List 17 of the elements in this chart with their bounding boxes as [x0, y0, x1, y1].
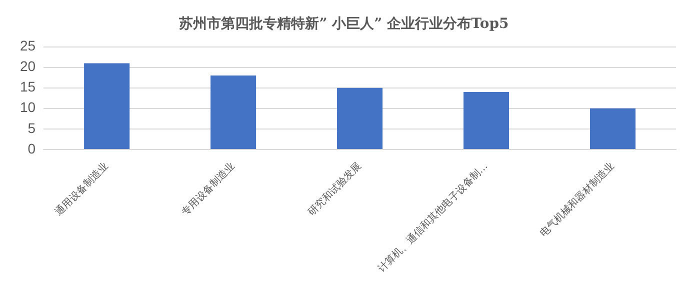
y-tick-label: 25 [20, 38, 36, 54]
x-tick-label: 计算机、通信和其他电子设备制… [376, 160, 490, 275]
bar [210, 76, 256, 149]
x-tick-label: 电气机械和器材制造业 [538, 160, 617, 240]
x-tick-label: 专用设备制造业 [179, 160, 238, 218]
x-tick-label: 研究和试验发展 [306, 160, 364, 218]
x-tick-label: 通用设备制造业 [52, 160, 111, 218]
bar [464, 92, 510, 149]
y-tick-label: 5 [28, 120, 36, 136]
bar [84, 63, 130, 149]
y-tick-label: 10 [20, 99, 36, 116]
bar [590, 108, 636, 149]
y-tick-label: 20 [20, 58, 36, 74]
bar [337, 88, 383, 149]
y-tick-label: 15 [20, 78, 36, 95]
chart-title: 苏州市第四批专精特新” 小巨人” 企业行业分布Top5 [178, 15, 509, 32]
y-tick-label: 0 [28, 140, 36, 156]
